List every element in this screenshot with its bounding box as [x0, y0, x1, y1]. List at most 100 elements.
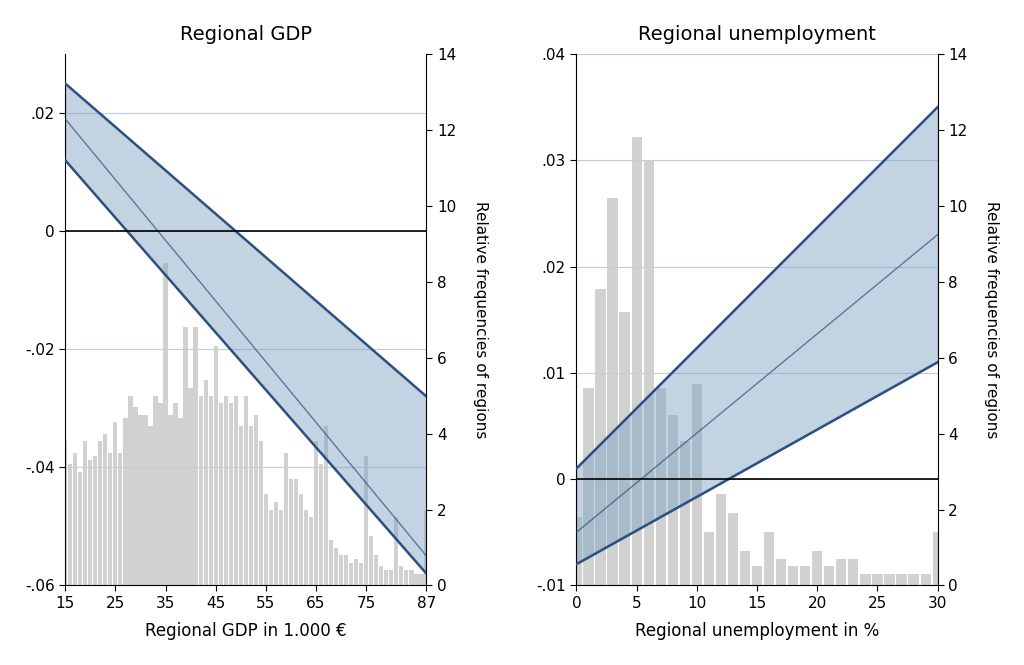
Y-axis label: Relative frequencies of regions: Relative frequencies of regions — [984, 201, 999, 438]
Bar — [716, 494, 726, 585]
Bar — [159, 403, 163, 585]
Bar — [837, 559, 847, 585]
Bar — [728, 513, 738, 585]
Bar — [384, 571, 388, 585]
Bar — [339, 555, 343, 585]
Bar — [812, 551, 822, 585]
Bar — [354, 559, 358, 585]
Bar — [199, 396, 203, 585]
Bar — [73, 453, 78, 585]
Title: Regional GDP: Regional GDP — [180, 25, 311, 44]
Title: Regional unemployment: Regional unemployment — [638, 25, 876, 44]
Bar — [365, 456, 369, 585]
Bar — [349, 563, 353, 585]
Bar — [143, 414, 147, 585]
Bar — [299, 494, 303, 585]
Bar — [632, 138, 642, 585]
Bar — [788, 567, 799, 585]
Bar — [379, 567, 383, 585]
Bar — [128, 396, 132, 585]
Bar — [703, 532, 714, 585]
Bar — [83, 441, 87, 585]
Bar — [194, 327, 198, 585]
Bar — [800, 567, 810, 585]
Bar — [88, 460, 92, 585]
X-axis label: Regional GDP in 1.000 €: Regional GDP in 1.000 € — [145, 622, 346, 640]
Bar — [908, 574, 919, 585]
Bar — [740, 551, 751, 585]
Bar — [204, 380, 208, 585]
Bar — [419, 574, 424, 585]
Bar — [896, 574, 906, 585]
Bar — [394, 517, 398, 585]
Bar — [872, 574, 883, 585]
Bar — [595, 289, 605, 585]
Bar — [643, 160, 653, 585]
Bar — [933, 532, 943, 585]
Bar — [114, 422, 118, 585]
Bar — [289, 479, 293, 585]
Bar — [68, 464, 73, 585]
Bar — [264, 494, 268, 585]
Bar — [109, 453, 113, 585]
Bar — [138, 414, 142, 585]
Bar — [776, 559, 786, 585]
Bar — [415, 574, 419, 585]
Bar — [154, 396, 158, 585]
Bar — [103, 434, 108, 585]
Bar — [620, 312, 630, 585]
Bar — [860, 574, 870, 585]
Bar — [424, 509, 429, 585]
Bar — [764, 532, 774, 585]
Bar — [183, 327, 187, 585]
Bar — [123, 418, 128, 585]
Bar — [329, 540, 333, 585]
Bar — [223, 396, 228, 585]
Bar — [324, 426, 329, 585]
Bar — [279, 509, 283, 585]
Bar — [244, 396, 248, 585]
Bar — [399, 567, 403, 585]
Bar — [118, 453, 123, 585]
Bar — [655, 388, 666, 585]
Bar — [284, 453, 288, 585]
Bar — [607, 198, 617, 585]
Bar — [885, 574, 895, 585]
Bar — [173, 403, 178, 585]
Bar — [63, 441, 68, 585]
Bar — [389, 571, 393, 585]
Bar — [188, 388, 193, 585]
Bar — [848, 559, 858, 585]
Bar — [93, 456, 97, 585]
Bar — [404, 571, 409, 585]
Bar — [294, 479, 298, 585]
Bar — [133, 407, 137, 585]
X-axis label: Regional unemployment in %: Regional unemployment in % — [635, 622, 880, 640]
Bar — [369, 536, 374, 585]
Bar — [314, 441, 318, 585]
Bar — [228, 403, 232, 585]
Bar — [344, 555, 348, 585]
Bar — [164, 263, 168, 585]
Bar — [239, 426, 243, 585]
Bar — [78, 471, 82, 585]
Bar — [309, 517, 313, 585]
Bar — [571, 517, 582, 585]
Bar — [668, 414, 678, 585]
Bar — [752, 567, 762, 585]
Bar — [254, 414, 258, 585]
Bar — [824, 567, 835, 585]
Bar — [168, 414, 173, 585]
Bar — [374, 555, 379, 585]
Bar — [268, 509, 273, 585]
Bar — [178, 418, 182, 585]
Bar — [249, 426, 253, 585]
Y-axis label: Relative frequencies of regions: Relative frequencies of regions — [473, 201, 487, 438]
Bar — [98, 441, 102, 585]
Bar — [214, 346, 218, 585]
Bar — [680, 441, 690, 585]
Bar — [691, 384, 701, 585]
Bar — [273, 502, 279, 585]
Bar — [921, 574, 931, 585]
Bar — [584, 388, 594, 585]
